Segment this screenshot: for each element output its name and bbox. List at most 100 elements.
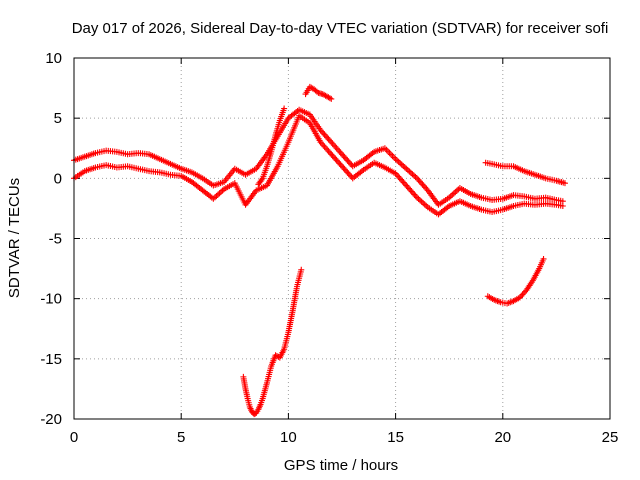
series-spike-11h [302, 83, 335, 102]
data-point [398, 161, 405, 168]
data-point [322, 145, 329, 152]
series-track-main-lower [71, 112, 566, 218]
data-point [409, 171, 416, 178]
data-point [339, 151, 345, 158]
grid-lines [74, 58, 610, 419]
y-tick-label: -10 [40, 291, 62, 308]
data-point [341, 166, 348, 173]
y-tick-label: -20 [40, 411, 62, 428]
data-point [333, 145, 340, 152]
data-point [324, 146, 331, 153]
data-point [328, 139, 335, 146]
data-point [320, 130, 327, 137]
data-point [421, 201, 428, 208]
data-point [450, 190, 457, 197]
data-point [452, 189, 459, 196]
data-point [343, 155, 350, 162]
data-point [334, 146, 341, 153]
x-tick-label: 20 [494, 429, 511, 446]
data-point [391, 154, 398, 161]
data-point [412, 173, 419, 180]
data-point [412, 193, 419, 200]
data-point [345, 158, 352, 165]
data-point [298, 266, 305, 273]
chart-title: Day 017 of 2026, Sidereal Day-to-day VTE… [72, 20, 609, 37]
data-point [403, 182, 410, 189]
data-point [394, 157, 401, 164]
data-point [406, 185, 412, 192]
data-point [407, 187, 414, 194]
y-tick-label: 5 [54, 110, 62, 127]
data-point [400, 179, 407, 186]
data-point [337, 161, 344, 168]
data-point [396, 175, 403, 182]
y-tick-label: 10 [45, 50, 62, 67]
data-point [561, 180, 568, 187]
y-tick-label: -15 [40, 351, 62, 368]
x-tick-label: 25 [602, 429, 619, 446]
data-point [407, 169, 414, 176]
data-point [522, 288, 529, 295]
series-dip-8-11h [240, 266, 305, 418]
data-point [410, 190, 417, 197]
data-point [345, 170, 352, 177]
data-point [320, 142, 327, 149]
data-point [418, 179, 425, 186]
data-point [216, 190, 223, 197]
x-axis-label: GPS time / hours [284, 457, 398, 474]
data-point [339, 163, 345, 170]
data-series [71, 83, 568, 418]
data-point [328, 151, 335, 158]
data-point [337, 149, 344, 156]
data-point [516, 294, 523, 301]
data-point [518, 293, 525, 300]
data-point [399, 178, 406, 185]
x-tick-label: 15 [387, 429, 404, 446]
data-point [341, 154, 348, 161]
data-point [388, 151, 395, 158]
y-tick-label: 0 [54, 170, 62, 187]
data-point [418, 198, 425, 205]
data-point [404, 184, 411, 191]
data-point [329, 152, 336, 159]
data-point [321, 131, 328, 138]
data-point [519, 291, 526, 298]
axis-ticks: 0 5 10 15 20 25 -20 -15 -10 -5 0 5 10 [40, 50, 618, 446]
data-point [326, 95, 333, 102]
data-point [417, 197, 424, 204]
data-point [406, 168, 413, 175]
data-point [333, 157, 340, 164]
series-dip-19-22h [484, 255, 547, 307]
data-point [415, 195, 422, 202]
data-point [330, 142, 337, 149]
data-point [325, 136, 332, 143]
x-tick-label: 0 [70, 429, 78, 446]
data-point [520, 290, 527, 297]
data-point [336, 148, 343, 155]
data-point [383, 146, 390, 153]
data-point [322, 133, 329, 140]
data-point [214, 191, 221, 198]
data-point [415, 176, 422, 183]
data-point [540, 255, 547, 262]
data-point [324, 134, 331, 141]
series-late-arc-high [482, 159, 568, 187]
data-point [411, 191, 418, 198]
data-point [329, 140, 336, 147]
data-point [449, 191, 456, 198]
data-point [392, 156, 399, 163]
data-point [332, 155, 339, 162]
data-point [420, 182, 427, 189]
data-point [414, 175, 421, 182]
data-point [416, 178, 423, 185]
data-point [419, 181, 426, 188]
data-point [344, 157, 351, 164]
data-point [389, 152, 396, 159]
data-point [422, 184, 429, 191]
plot-frame [73, 57, 611, 420]
data-point [395, 173, 402, 180]
data-point [281, 105, 288, 112]
data-point [328, 95, 335, 102]
data-point [401, 164, 408, 171]
